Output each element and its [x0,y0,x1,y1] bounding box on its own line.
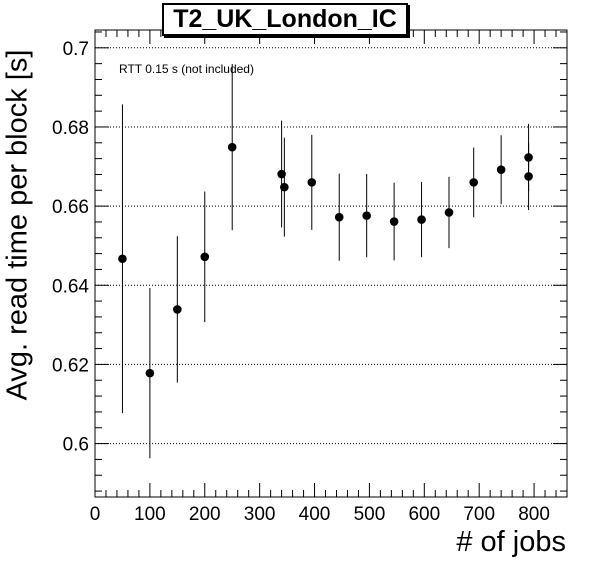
y-tick-label: 0.68 [52,118,89,139]
axis-frame [94,29,568,498]
y-tick-label: 0.66 [52,197,89,218]
data-point [496,165,506,175]
data-point [362,211,371,220]
x-tick-label: 500 [354,504,386,525]
data-point [118,254,127,264]
x-tick-label: 700 [463,504,495,525]
x-tick-label: 100 [134,504,166,525]
x-tick-label: 300 [244,504,276,525]
data-point [145,368,155,378]
y-tick-label: 0.62 [52,355,89,376]
data-point [444,208,454,217]
x-tick-label: 400 [299,504,331,525]
data-point [277,169,286,179]
rtt-annotation: RTT 0.15 s (not included) [119,62,254,76]
axis-ticks [94,30,568,497]
data-point [173,305,182,314]
axis-tick-labels: 0 100 200 300 400 500 600 700 800 0.6 0.62 0.64 0.66… [52,39,550,525]
data-point [307,178,317,187]
data-point [469,178,478,187]
x-axis-label: # of jobs [456,526,566,558]
data-point [389,217,399,226]
x-tick-label: 200 [189,504,221,525]
x-tick-label: 0 [90,504,101,525]
data-points [118,64,533,459]
x-tick-label: 800 [518,504,550,525]
data-point [227,142,237,152]
x-tick-label: 600 [408,504,440,525]
y-axis-label: Avg. read time per block [s] [1,49,34,401]
grid-lines [95,47,567,445]
data-point [200,252,210,262]
y-tick-label: 0.64 [52,276,89,297]
chart-title: T2_UK_London_IC [162,3,408,36]
y-tick-label: 0.6 [63,435,89,456]
plot-frame [94,29,568,498]
data-point [417,215,426,224]
y-tick-label: 0.7 [63,39,89,60]
data-point [334,212,344,222]
data-point [280,182,289,192]
data-point [524,172,533,181]
